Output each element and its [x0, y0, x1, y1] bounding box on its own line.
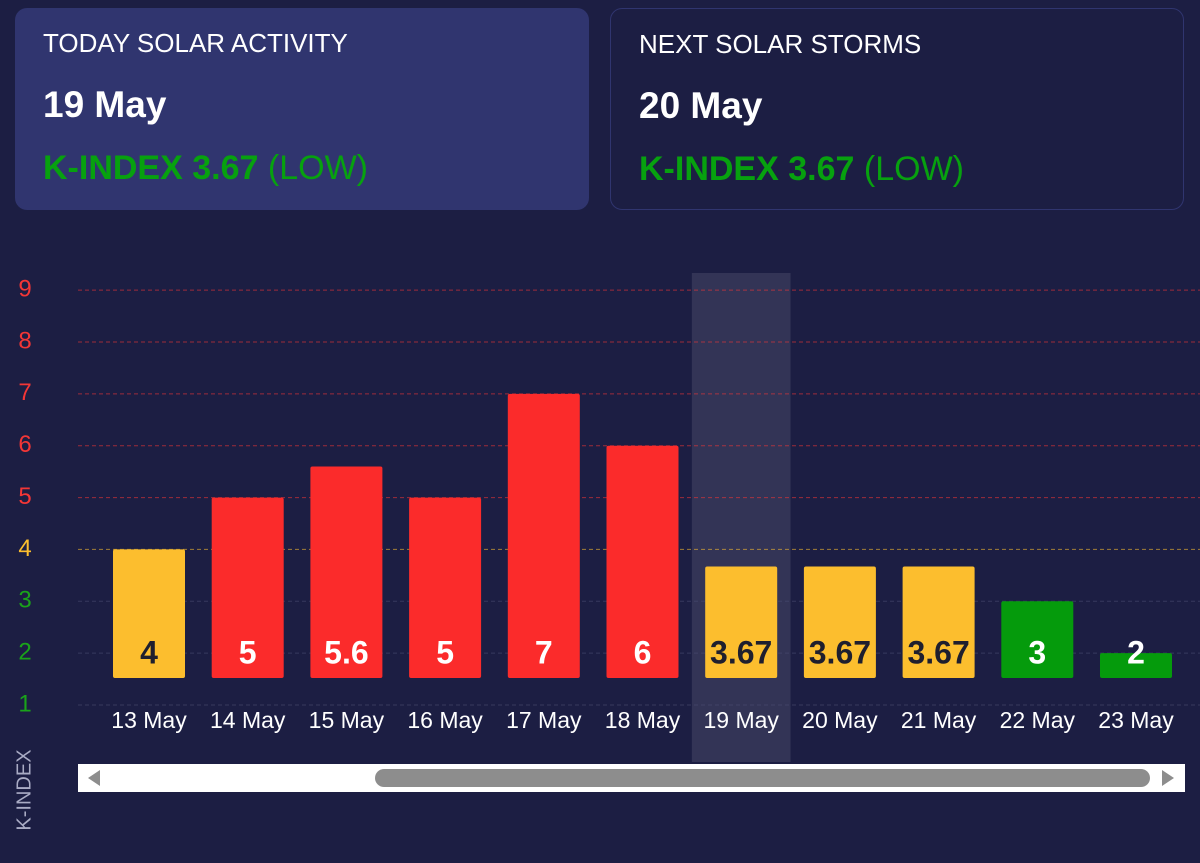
card-date: 20 May — [639, 85, 763, 126]
value-label: 3.67 — [907, 634, 969, 670]
kindex-level: (LOW) — [863, 150, 964, 188]
kindex-value: 3.67 — [192, 149, 259, 187]
kindex-label: K-INDEX — [43, 149, 183, 187]
bar — [211, 497, 284, 678]
kindex-label: K-INDEX — [639, 150, 779, 188]
scroll-left[interactable] — [88, 770, 100, 786]
kindex-value: 3.67 — [788, 150, 855, 188]
card-title: NEXT SOLAR STORMS — [639, 29, 922, 59]
y-tick-label: 9 — [18, 275, 31, 302]
x-tick-label: 21 May — [901, 707, 977, 733]
bar — [803, 566, 876, 678]
bar — [113, 549, 185, 678]
x-tick-label: 16 May — [407, 707, 483, 733]
value-label: 3 — [1028, 634, 1046, 670]
card-date: 19 May — [43, 84, 167, 125]
value-label: 5.6 — [324, 634, 368, 670]
y-axis-label: K-INDEX — [13, 749, 35, 830]
bar — [606, 445, 679, 678]
y-tick-label: 8 — [18, 327, 31, 354]
bar — [409, 497, 482, 678]
x-tick-label: 14 May — [210, 707, 286, 733]
card-kindex: K-INDEX 3.67 (LOW) — [639, 150, 964, 189]
bar — [1100, 653, 1172, 678]
x-tick-label: 23 May — [1098, 707, 1174, 733]
y-tick-label: 7 — [18, 379, 31, 406]
scrollbar-thumb[interactable] — [375, 769, 1150, 787]
value-label: 5 — [436, 634, 454, 670]
y-tick-label: 1 — [18, 690, 31, 717]
x-tick-label: 17 May — [506, 707, 582, 733]
y-tick-label: 3 — [18, 587, 31, 614]
y-tick-label: 2 — [18, 638, 31, 665]
x-tick-label: 18 May — [605, 707, 681, 733]
x-tick-label: 15 May — [309, 707, 385, 733]
y-tick-label: 6 — [18, 431, 31, 458]
x-tick-label: 13 May — [111, 707, 187, 733]
x-tick-label: 20 May — [802, 707, 878, 733]
highlight-column — [691, 273, 791, 762]
y-tick-label: 5 — [18, 483, 31, 510]
value-label: 2 — [1127, 634, 1145, 670]
card-kindex: K-INDEX 3.67 (LOW) — [43, 149, 368, 188]
next-card[interactable]: NEXT SOLAR STORMS 20 May K-INDEX 3.67 (L… — [610, 8, 1184, 210]
value-label: 3.67 — [710, 634, 772, 670]
kindex-level: (LOW) — [267, 149, 368, 187]
value-label: 5 — [239, 634, 257, 670]
value-label: 3.67 — [809, 634, 871, 670]
bar — [1001, 601, 1074, 678]
value-label: 7 — [535, 634, 553, 670]
card-title: TODAY SOLAR ACTIVITY — [43, 28, 348, 58]
value-label: 4 — [140, 634, 158, 670]
value-label: 6 — [634, 634, 652, 670]
x-tick-label: 19 May — [703, 707, 779, 733]
y-tick-label: 4 — [18, 535, 31, 562]
bar — [705, 566, 778, 678]
bar — [310, 466, 383, 678]
bar — [902, 566, 975, 678]
bar — [507, 393, 580, 678]
scroll-right[interactable] — [1162, 770, 1174, 786]
x-tick-label: 22 May — [1000, 707, 1076, 733]
today-card: TODAY SOLAR ACTIVITY 19 May K-INDEX 3.67… — [15, 8, 589, 210]
